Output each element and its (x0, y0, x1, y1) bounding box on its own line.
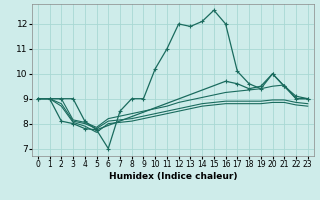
X-axis label: Humidex (Indice chaleur): Humidex (Indice chaleur) (108, 172, 237, 181)
